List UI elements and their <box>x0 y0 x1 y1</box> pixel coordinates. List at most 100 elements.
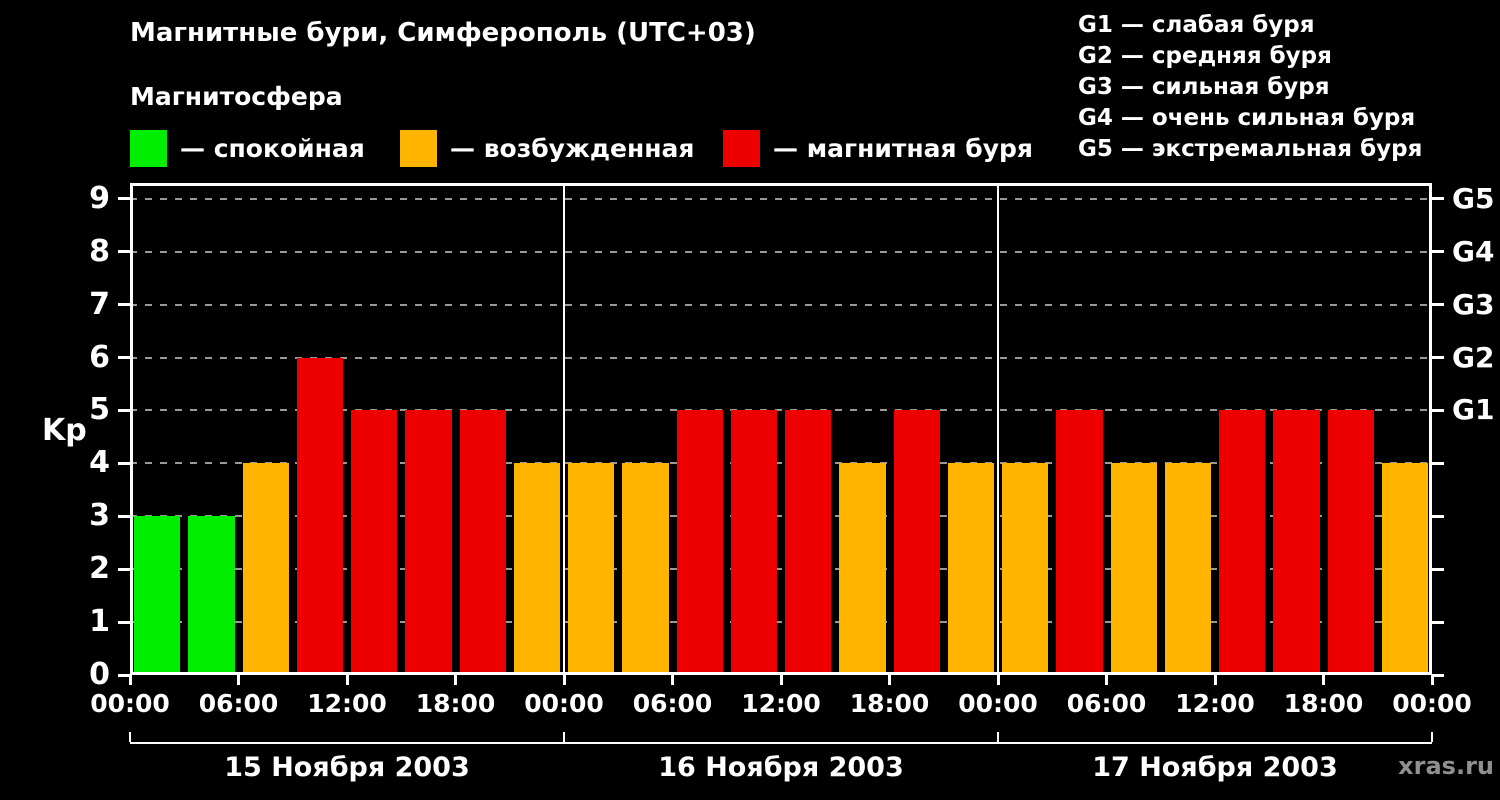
x-tick-label: 06:00 <box>1066 689 1147 718</box>
storm-color-swatch <box>723 130 760 167</box>
x-tick <box>1322 675 1325 685</box>
x-tick-label: 18:00 <box>849 689 930 718</box>
y-tick-label: 7 <box>89 286 110 322</box>
y-tick-label: 8 <box>89 233 110 269</box>
x-tick-label: 00:00 <box>1392 689 1472 718</box>
kp-bar <box>459 410 506 675</box>
gridline <box>130 250 1432 253</box>
y-tick-label: 2 <box>89 551 110 587</box>
date-label: 17 Ноября 2003 <box>1092 752 1338 783</box>
y-tick-right <box>1432 303 1444 307</box>
right-axis-label: G2 <box>1452 340 1495 374</box>
day-separator <box>997 183 999 675</box>
date-bracket-tick <box>129 732 131 742</box>
kp-bar <box>676 410 723 675</box>
legend-item-quiet: — спокойная <box>130 130 365 167</box>
y-tick-label: 9 <box>89 180 110 216</box>
x-tick <box>128 675 132 685</box>
x-tick <box>779 675 783 685</box>
x-tick <box>562 675 566 685</box>
kp-bar <box>1219 410 1266 675</box>
date-bracket <box>130 742 1432 744</box>
y-tick-right <box>1432 620 1444 624</box>
watermark: xras.ru <box>1398 752 1494 780</box>
gridline <box>130 303 1432 306</box>
y-tick-label: 4 <box>89 445 110 481</box>
kp-bar <box>785 410 832 675</box>
storm-scale-g4: G4 — очень сильная буря <box>1078 105 1416 131</box>
right-axis-label: G4 <box>1452 234 1495 268</box>
gridline <box>130 515 1432 518</box>
date-label: 16 Ноября 2003 <box>658 752 904 783</box>
y-tick-right <box>1432 197 1444 201</box>
kp-bar <box>1327 410 1374 675</box>
x-tick <box>1430 675 1434 685</box>
kp-bar <box>513 463 560 675</box>
y-tick-right <box>1432 356 1444 360</box>
kp-bar <box>134 516 181 675</box>
x-tick <box>888 675 891 685</box>
kp-bar <box>405 410 452 675</box>
legend-title: Магнитосфера <box>130 82 343 111</box>
y-tick-right <box>1432 514 1444 518</box>
legend-label-quiet: — спокойная <box>180 134 365 163</box>
date-bracket-tick <box>563 732 565 742</box>
legend-item-active: — возбужденная <box>400 130 694 167</box>
x-tick <box>1213 675 1217 685</box>
y-tick-label: 5 <box>89 392 110 428</box>
kp-bar <box>242 463 289 675</box>
y-tick-right <box>1432 461 1444 465</box>
storm-scale-g3: G3 — сильная буря <box>1078 74 1330 100</box>
x-tick-label: 00:00 <box>90 689 170 718</box>
kp-bar <box>1056 410 1103 675</box>
quiet-color-swatch <box>130 130 167 167</box>
gridline <box>130 197 1432 200</box>
x-tick-label: 06:00 <box>198 689 279 718</box>
storm-scale-legend: G1 — слабая буря G2 — средняя буря G3 — … <box>1078 10 1422 165</box>
y-tick-left <box>118 620 130 624</box>
x-tick <box>996 675 1000 685</box>
right-axis-label: G3 <box>1452 287 1495 321</box>
legend-label-storm: — магнитная буря <box>773 134 1033 163</box>
x-tick-label: 18:00 <box>1283 689 1364 718</box>
y-tick-label: 3 <box>89 498 110 534</box>
right-axis-label: G5 <box>1452 181 1495 215</box>
y-tick-left <box>118 356 130 360</box>
y-tick-right <box>1432 567 1444 571</box>
x-tick-label: 12:00 <box>741 689 821 718</box>
y-tick-label: 0 <box>89 657 110 692</box>
y-tick-right <box>1432 673 1444 677</box>
y-axis-title: Kp <box>42 413 87 449</box>
date-label: 15 Ноября 2003 <box>224 752 470 783</box>
y-tick-left <box>118 514 130 518</box>
gridline <box>130 568 1432 571</box>
y-tick-left <box>118 461 130 465</box>
right-axis-label: G1 <box>1452 393 1495 427</box>
y-tick-left <box>118 673 130 677</box>
kp-bar <box>947 463 994 675</box>
date-bracket-tick <box>997 732 999 742</box>
kp-bar <box>296 357 343 675</box>
x-tick <box>454 675 457 685</box>
y-tick-left <box>118 303 130 307</box>
kp-bar <box>568 463 615 675</box>
x-tick-label: 18:00 <box>415 689 496 718</box>
x-tick-label: 12:00 <box>307 689 387 718</box>
gridline <box>130 409 1432 412</box>
y-tick-left <box>118 408 130 412</box>
legend-label-active: — возбужденная <box>450 134 695 163</box>
kp-bar <box>622 463 669 675</box>
x-tick-label: 00:00 <box>524 689 604 718</box>
kp-bar <box>1110 463 1157 675</box>
kp-bar <box>893 410 940 675</box>
x-tick <box>345 675 349 685</box>
gridline <box>130 621 1432 624</box>
y-tick-right <box>1432 250 1444 254</box>
kp-bar <box>1273 410 1320 675</box>
y-tick-label: 6 <box>89 339 110 375</box>
kp-bar <box>1164 463 1211 675</box>
storm-scale-g1: G1 — слабая буря <box>1078 12 1315 38</box>
active-color-swatch <box>400 130 437 167</box>
